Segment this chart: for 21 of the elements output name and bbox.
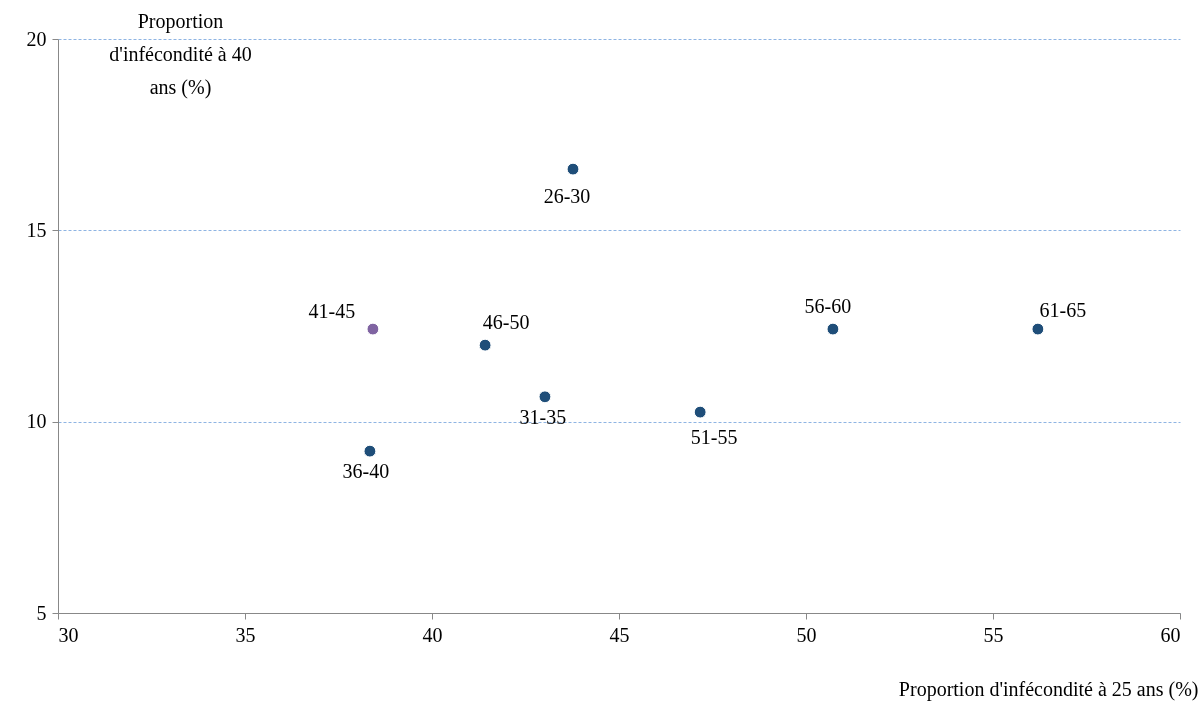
- data-label: 46-50: [482, 311, 530, 334]
- x-tick-label: 50: [796, 623, 817, 646]
- data-label: 36-40: [342, 460, 390, 483]
- x-tick-label: 55: [983, 623, 1004, 646]
- x-axis-title: Proportion d'infécondité à 25 ans (%): [898, 677, 1199, 701]
- x-tick-label: 30: [58, 623, 79, 646]
- y-tick-label: 20: [26, 27, 47, 50]
- x-tick-label: 40: [422, 623, 443, 646]
- data-label: 41-45: [308, 300, 356, 323]
- data-label: 56-60: [804, 295, 852, 318]
- y-axis-title: Proportion d'infécondité à 40 ans (%): [109, 9, 252, 99]
- data-label: 61-65: [1039, 299, 1087, 322]
- y-tick-label: 15: [26, 218, 47, 241]
- x-tick-label: 35: [235, 623, 256, 646]
- data-label: 51-55: [690, 426, 738, 449]
- y-tick-label: 10: [26, 410, 47, 433]
- data-label: 31-35: [519, 405, 567, 428]
- data-label: 26-30: [543, 185, 591, 208]
- x-tick-label: 45: [609, 623, 630, 646]
- x-tick-label: 60: [1160, 623, 1181, 646]
- y-tick-label: 5: [36, 601, 47, 624]
